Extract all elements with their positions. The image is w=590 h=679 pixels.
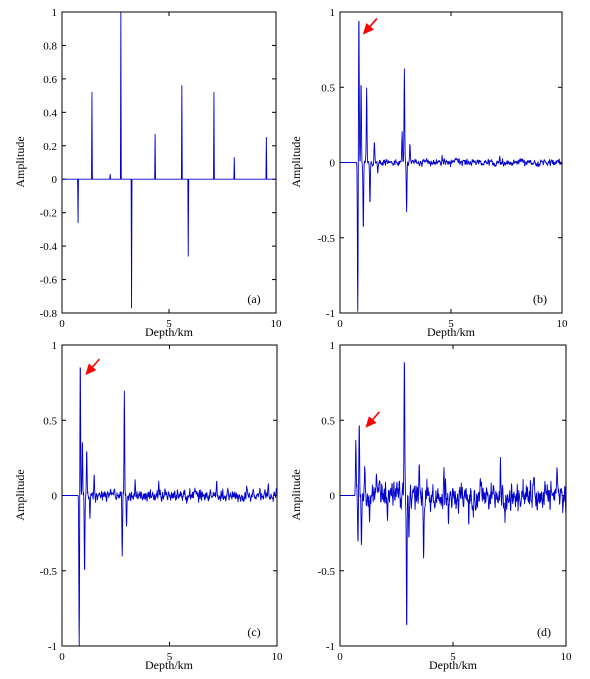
panel-b-ytick-label: 1 <box>330 7 336 19</box>
panel-a-xtick-label: 5 <box>166 318 172 330</box>
panel-c-ytick-label: -0.5 <box>40 566 58 578</box>
panel-a-ytick-label: 0.2 <box>43 141 57 153</box>
panel-b-ytick-label: 0.5 <box>321 82 335 94</box>
panel-c-xtick-label: 10 <box>272 651 284 663</box>
panel-a-xtick-label: 10 <box>271 318 283 330</box>
panel-d-ytick-label: 0.5 <box>321 415 335 427</box>
panel-b: 0 5 10 -1 -0.5 0 0.5 1 Depth/km Amplitude (b) <box>289 7 568 339</box>
panel-b-ticks: 0 5 10 -1 -0.5 0 0.5 1 <box>318 7 568 330</box>
panel-b-series-line <box>340 20 562 312</box>
panel-a-xtick-label: 0 <box>59 318 65 330</box>
panel-d-ticks: 0 5 10 -1 -0.5 0 0.5 1 <box>318 340 572 663</box>
panel-b-xlabel: Depth/km <box>427 325 476 339</box>
panel-a-trace <box>62 12 276 309</box>
panel-a-letter: (a) <box>247 292 260 306</box>
panel-d-ytick-label: -0.5 <box>318 566 336 578</box>
panel-c-xtick-label: 5 <box>167 651 173 663</box>
panel-a-xlabel: Depth/km <box>145 325 194 339</box>
panel-a-ticks: 0 5 10 -0.8 -0.6 -0.4 -0.2 0 0.2 0.4 0.6 0.8 1 <box>40 7 282 330</box>
panel-d-ytick-label: -1 <box>326 641 335 653</box>
panel-c-trace <box>62 367 277 646</box>
panel-d-xlabel: Depth/km <box>429 658 478 672</box>
panel-c-ytick-label: 0.5 <box>43 415 57 427</box>
panel-d-xtick-label: 0 <box>337 651 343 663</box>
panel-b-ytick-label: 0 <box>330 158 336 170</box>
panel-b-trace <box>340 20 562 312</box>
panel-b-xtick-label: 10 <box>557 318 569 330</box>
panel-b-xtick-label: 0 <box>337 318 343 330</box>
panel-a-ytick-label: 0.6 <box>43 74 57 86</box>
panel-d-xtick-label: 5 <box>450 651 456 663</box>
panel-c-letter: (c) <box>247 625 260 639</box>
panel-a-frame <box>61 11 277 314</box>
panel-a-ytick-label: -0.6 <box>40 275 58 287</box>
panel-b-ytick-label: -1 <box>326 308 335 320</box>
panel-c-ylabel: Amplitude <box>13 469 27 520</box>
panel-a-series-line <box>62 12 276 309</box>
panel-c: 0 5 10 -1 -0.5 0 0.5 1 Depth/km Amplitude (c) <box>13 340 283 672</box>
panel-d-ytick-label: 0 <box>330 491 336 503</box>
panel-a-ytick-label: -0.8 <box>40 308 58 320</box>
panel-d-ylabel: Amplitude <box>289 469 303 520</box>
panel-a-ytick-label: -0.4 <box>40 241 58 253</box>
panel-b-letter: (b) <box>533 292 547 306</box>
arrow-head <box>85 363 97 376</box>
panel-d-series-line <box>340 361 566 626</box>
panel-c-series-line <box>62 367 277 646</box>
panel-d-red-arrow <box>365 411 381 428</box>
panel-a: 0 5 10 -0.8 -0.6 -0.4 -0.2 0 0.2 0.4 0.6 0.8 1 Depth… <box>13 7 282 339</box>
panel-c-frame <box>61 344 278 647</box>
panel-b-xtick-label: 5 <box>448 318 454 330</box>
panel-d: 0 5 10 -1 -0.5 0 0.5 1 Depth/km Amplitude (d) <box>289 340 572 672</box>
arrow-head <box>365 416 377 428</box>
panel-a-ytick-label: 1 <box>52 7 58 19</box>
panel-c-xtick-label: 0 <box>59 651 65 663</box>
panel-a-ytick-label: 0.4 <box>43 107 57 119</box>
panel-b-red-arrow <box>362 18 378 35</box>
panel-c-ytick-label: 0 <box>52 491 58 503</box>
panel-d-trace <box>340 361 566 626</box>
panel-d-ytick-label: 1 <box>330 340 336 352</box>
panel-d-letter: (d) <box>537 625 551 639</box>
panel-a-ylabel: Amplitude <box>13 136 27 187</box>
panel-c-ytick-label: -1 <box>48 641 57 653</box>
panel-b-ylabel: Amplitude <box>289 136 303 187</box>
panel-a-ytick-label: 0.8 <box>43 40 57 52</box>
panel-d-xtick-label: 10 <box>561 651 573 663</box>
panel-a-ytick-label: 0 <box>52 174 58 186</box>
panel-d-frame <box>339 344 567 647</box>
panel-c-ticks: 0 5 10 -1 -0.5 0 0.5 1 <box>40 340 283 663</box>
panel-c-red-arrow <box>85 358 100 376</box>
panel-c-ytick-label: 1 <box>52 340 58 352</box>
panel-a-ytick-label: -0.2 <box>40 208 57 220</box>
arrow-head <box>362 23 374 35</box>
panel-b-ytick-label: -0.5 <box>318 233 336 245</box>
panel-b-frame <box>339 11 563 314</box>
panel-c-xlabel: Depth/km <box>145 658 194 672</box>
